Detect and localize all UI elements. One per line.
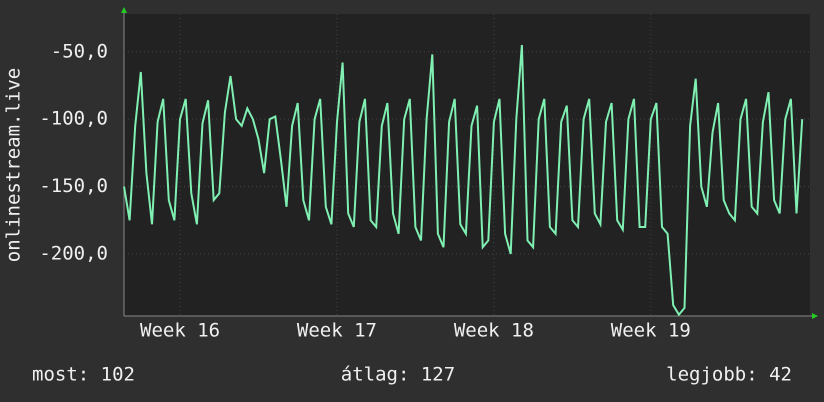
y-tick-label: -200,0 <box>39 242 108 264</box>
footer-average: átlag: 127 <box>341 364 455 386</box>
y-tick-label: -100,0 <box>39 108 108 130</box>
x-tick-label: Week 16 <box>140 320 220 342</box>
x-arrow <box>812 313 818 319</box>
plot-area <box>124 14 810 316</box>
x-tick-label: Week 19 <box>611 320 691 342</box>
x-tick-label: Week 17 <box>297 320 377 342</box>
y-tick-label: -150,0 <box>39 175 108 197</box>
x-tick-label: Week 18 <box>454 320 534 342</box>
footer-current: most: 102 <box>32 364 135 386</box>
y-arrow <box>121 7 127 13</box>
data-line <box>123 44 804 317</box>
y-axis-label: onlinestream.live <box>3 68 25 262</box>
footer-best: legjobb: 42 <box>666 364 792 386</box>
y-tick-label: -50,0 <box>51 40 108 62</box>
